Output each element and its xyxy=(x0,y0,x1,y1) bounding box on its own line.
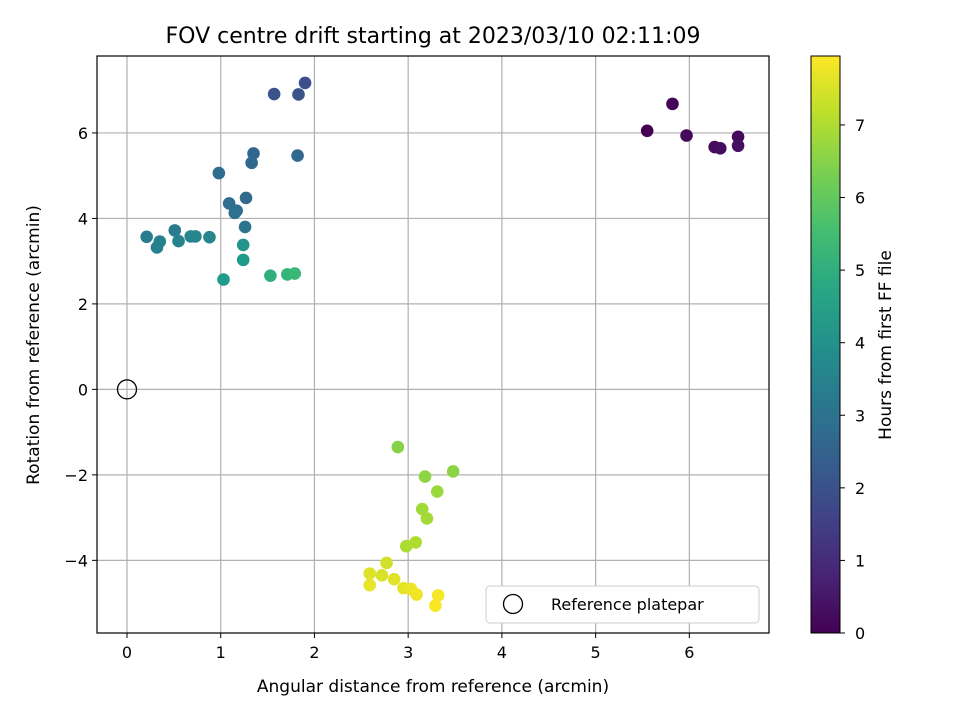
data-point xyxy=(429,599,442,612)
data-point xyxy=(731,130,745,144)
x-tick-label: 3 xyxy=(403,643,413,662)
colorbar-tick-label: 6 xyxy=(855,189,865,208)
data-point xyxy=(291,149,304,162)
x-tick-label: 5 xyxy=(591,643,601,662)
data-point xyxy=(666,97,679,111)
colorbar-tick-label: 7 xyxy=(855,116,865,135)
data-point xyxy=(168,224,182,237)
colorbar-tick-label: 3 xyxy=(855,406,865,425)
y-tick-label: 4 xyxy=(78,209,88,228)
colorbar-tick-label: 2 xyxy=(855,479,865,498)
data-point xyxy=(247,147,260,160)
data-point xyxy=(446,465,460,478)
data-point xyxy=(430,485,444,498)
data-point xyxy=(431,589,445,602)
data-point xyxy=(288,267,302,280)
y-tick-label: −4 xyxy=(64,551,88,570)
data-point xyxy=(713,142,727,155)
data-point xyxy=(363,567,377,580)
data-point xyxy=(238,220,252,234)
data-point xyxy=(680,129,693,142)
data-point xyxy=(375,569,389,582)
plot-area: 0 1 2 3 4 5 6 −4 −2 0 2 4 6 xyxy=(64,55,770,662)
data-point xyxy=(239,191,253,205)
data-point xyxy=(228,206,242,220)
data-point xyxy=(418,470,432,483)
colorbar-label: Hours from first FF file xyxy=(876,250,896,440)
legend-box xyxy=(485,585,760,624)
y-tick-label: 6 xyxy=(78,124,88,143)
data-point xyxy=(236,253,250,267)
data-point xyxy=(245,156,258,170)
data-point xyxy=(189,230,202,243)
legend-label: Reference platepar xyxy=(551,595,704,614)
colorbar-tick-label: 5 xyxy=(855,261,865,280)
x-tick-label: 0 xyxy=(122,643,132,662)
data-point xyxy=(203,230,216,244)
data-point xyxy=(172,234,185,248)
x-tick-label: 1 xyxy=(216,643,226,662)
data-point xyxy=(409,536,422,549)
x-axis-label: Angular distance from reference (arcmin) xyxy=(257,677,609,697)
data-point xyxy=(298,76,312,90)
data-point xyxy=(140,230,153,244)
y-tick-label: 0 xyxy=(78,380,88,399)
data-point xyxy=(410,588,423,601)
data-point xyxy=(150,241,164,254)
data-point xyxy=(640,124,654,138)
colorbar-tick-label: 4 xyxy=(855,334,865,353)
x-tick-label: 4 xyxy=(497,643,507,662)
data-point xyxy=(236,238,250,252)
data-point xyxy=(363,578,377,592)
plot-frame xyxy=(96,55,770,634)
legend: Reference platepar xyxy=(485,585,760,624)
y-tick-label: 2 xyxy=(78,295,88,314)
data-point xyxy=(420,512,434,525)
colorbar-gradient xyxy=(810,55,841,634)
data-point xyxy=(217,273,230,286)
data-point xyxy=(264,269,277,282)
y-axis-label: Rotation from reference (arcmin) xyxy=(24,205,44,485)
x-tick-label: 6 xyxy=(684,643,694,662)
y-tick-label: −2 xyxy=(64,466,88,485)
legend-marker xyxy=(502,593,524,615)
chart-title: FOV centre drift starting at 2023/03/10 … xyxy=(166,24,701,49)
data-point xyxy=(731,139,745,153)
data-point xyxy=(267,87,281,101)
data-point xyxy=(212,166,226,180)
data-point xyxy=(292,88,305,101)
data-point xyxy=(380,556,393,570)
data-point xyxy=(391,440,405,454)
colorbar-tick-label: 1 xyxy=(855,551,865,570)
data-point xyxy=(387,572,401,586)
colorbar: 0 1 2 3 4 5 6 7 xyxy=(810,55,865,643)
data-point xyxy=(415,502,429,516)
colorbar-tick-label: 0 xyxy=(855,624,865,643)
reference-platepar-marker xyxy=(116,379,138,400)
x-tick-label: 2 xyxy=(309,643,319,662)
